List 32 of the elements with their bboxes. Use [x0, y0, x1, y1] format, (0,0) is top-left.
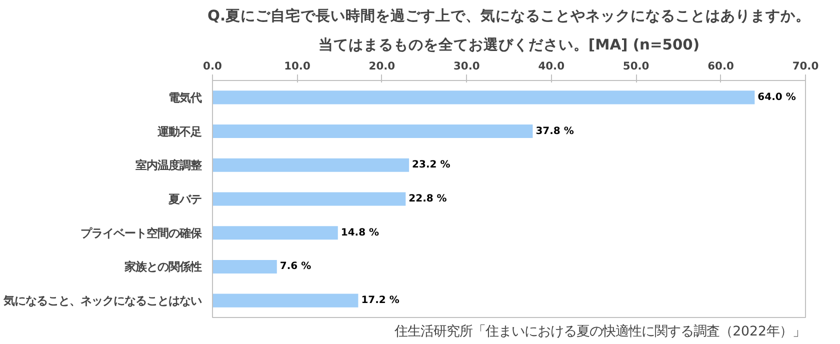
data-label: 14.8 %	[340, 227, 380, 238]
data-label: 22.8 %	[408, 194, 447, 204]
x-tick-label: 40.0	[538, 60, 565, 72]
x-tick-label: 0.0	[203, 60, 222, 72]
chart-title: Q.夏にご自宅で長い時間を過ごす上で、気になることやネックになることはありますか。	[207, 6, 811, 24]
data-label: 37.8 %	[536, 126, 574, 137]
y-tick-label: 気になること、ネックになることはない	[2, 294, 202, 308]
data-label: 7.6 %	[280, 261, 312, 272]
bar	[212, 158, 410, 172]
x-tick-label: 70.0	[792, 60, 819, 72]
data-label: 23.2 %	[412, 160, 450, 171]
chart-subtitle: 当てはまるものを全てお選びください。[MA] (n=500)	[318, 36, 700, 54]
data-label: 17.2 %	[361, 295, 400, 306]
y-tick-label: プライベート空間の確保	[80, 226, 202, 240]
bar	[212, 260, 277, 274]
y-tick-label: 運動不足	[156, 124, 202, 138]
x-tick-label: 60.0	[708, 60, 734, 72]
y-tick-label: 家族との関係性	[124, 260, 202, 274]
x-tick-label: 10.0	[284, 60, 310, 72]
bar	[212, 192, 406, 206]
y-tick-label: 電気代	[168, 90, 202, 104]
x-tick-label: 30.0	[453, 60, 480, 72]
text: 住生活研究所「住まいにおける夏の快適性に関する調査（2022年）」	[394, 324, 806, 340]
y-tick-label: 室内温度調整	[136, 158, 202, 172]
bar	[212, 90, 755, 104]
bar	[212, 124, 533, 138]
x-tick-label: 50.0	[622, 60, 650, 72]
y-tick-label: 夏バテ	[168, 192, 202, 206]
bar	[212, 226, 338, 240]
bar	[212, 294, 358, 308]
x-tick-label: 20.0	[368, 60, 396, 72]
data-label: 64.0 %	[758, 92, 796, 103]
